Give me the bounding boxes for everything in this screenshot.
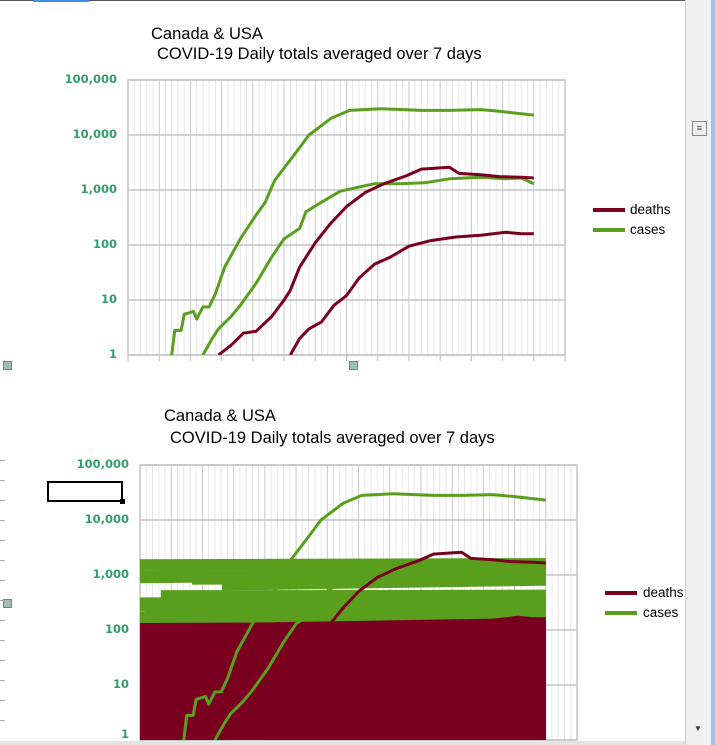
- chart2-title-line1: Canada & USA: [164, 407, 276, 425]
- row-tick: [0, 580, 5, 581]
- legend-cases-swatch: [605, 611, 637, 615]
- scroll-thumb-grip-icon[interactable]: ≡: [692, 121, 707, 136]
- scroll-down-arrow-icon[interactable]: ▼: [694, 724, 702, 733]
- series-line-cases: [213, 560, 547, 740]
- render-artifact-line: [140, 699, 546, 714]
- y-tick-label: 10: [112, 677, 129, 691]
- y-tick-label: 10: [100, 292, 117, 306]
- fill-handle[interactable]: [120, 499, 125, 504]
- series-line-cases: [170, 107, 534, 355]
- y-tick-label: 10,000: [72, 127, 117, 141]
- series-group: [140, 492, 547, 740]
- series-group: [170, 107, 535, 355]
- row-tick: [0, 520, 5, 521]
- chart-resize-handle[interactable]: [349, 361, 358, 370]
- row-tick: [0, 500, 5, 501]
- legend-deaths-label: deaths: [630, 202, 671, 217]
- y-tick-label: 1,000: [80, 182, 117, 196]
- render-artifact-line: [290, 589, 546, 599]
- chart-resize-handle[interactable]: [3, 599, 12, 608]
- render-artifact-line: [140, 669, 546, 682]
- legend-deaths-label: deaths: [643, 585, 684, 600]
- series-line-deaths: [288, 230, 534, 355]
- render-artifact-line: [140, 568, 546, 581]
- y-tick-label: 1: [108, 347, 117, 361]
- row-tick: [0, 600, 5, 601]
- active-tab-indicator: [33, 0, 89, 2]
- render-artifact-line: [140, 610, 546, 619]
- chart2-plot: [139, 464, 578, 741]
- vertical-scrollbar[interactable]: ≡ ▼: [685, 0, 715, 745]
- row-tick: [0, 540, 5, 541]
- render-artifact-line: [140, 627, 546, 635]
- row-tick: [0, 720, 5, 721]
- series-line-deaths: [300, 615, 546, 740]
- row-tick: [0, 480, 5, 481]
- row-tick: [0, 660, 5, 661]
- render-artifact-fill: [264, 713, 546, 740]
- legend-deaths-swatch: [593, 208, 625, 212]
- y-tick-label: 100,000: [64, 72, 117, 86]
- render-artifact-line: [293, 687, 546, 694]
- plot-border: [127, 79, 566, 356]
- series-line-deaths: [229, 550, 546, 740]
- chart1-title-line2: COVID-19 Daily totals averaged over 7 da…: [157, 45, 482, 63]
- render-artifact-line: [172, 562, 546, 571]
- chart2-title-line2: COVID-19 Daily totals averaged over 7 da…: [170, 429, 495, 447]
- render-artifact-line: [265, 636, 546, 653]
- render-artifact-line: [140, 684, 546, 691]
- y-tick-label: 100: [92, 237, 117, 251]
- legend-cases-label: cases: [643, 605, 679, 620]
- selected-cell[interactable]: [47, 481, 125, 504]
- y-tick-label: 1: [120, 727, 129, 741]
- y-tick-label: 10,000: [84, 512, 129, 526]
- row-tick: [0, 620, 5, 621]
- y-tick-label: 100: [104, 622, 129, 636]
- row-tick: [0, 460, 5, 461]
- series-line-cases: [182, 492, 546, 740]
- render-artifact-line: [140, 700, 546, 706]
- render-artifact-line: [277, 593, 546, 604]
- chart-resize-handle[interactable]: [3, 361, 12, 370]
- chart1-plot: [127, 79, 566, 361]
- legend-deaths-swatch: [605, 591, 637, 595]
- row-tick: [0, 700, 5, 701]
- row-tick: [0, 640, 5, 641]
- legend-cases-label: cases: [630, 222, 666, 237]
- y-tick-label: 100,000: [76, 457, 129, 471]
- y-tick-label: 1,000: [92, 567, 129, 581]
- horizontal-scrollbar[interactable]: [0, 741, 685, 745]
- window-edge: [711, 0, 715, 745]
- window-top-border: [0, 0, 685, 1]
- series-line-deaths: [217, 165, 534, 355]
- row-tick: [0, 680, 5, 681]
- render-artifact-line: [140, 613, 546, 627]
- legend-cases-swatch: [593, 228, 625, 232]
- series-line-cases: [201, 175, 535, 355]
- chart1-title-line1: Canada & USA: [151, 25, 263, 43]
- row-tick: [0, 560, 5, 561]
